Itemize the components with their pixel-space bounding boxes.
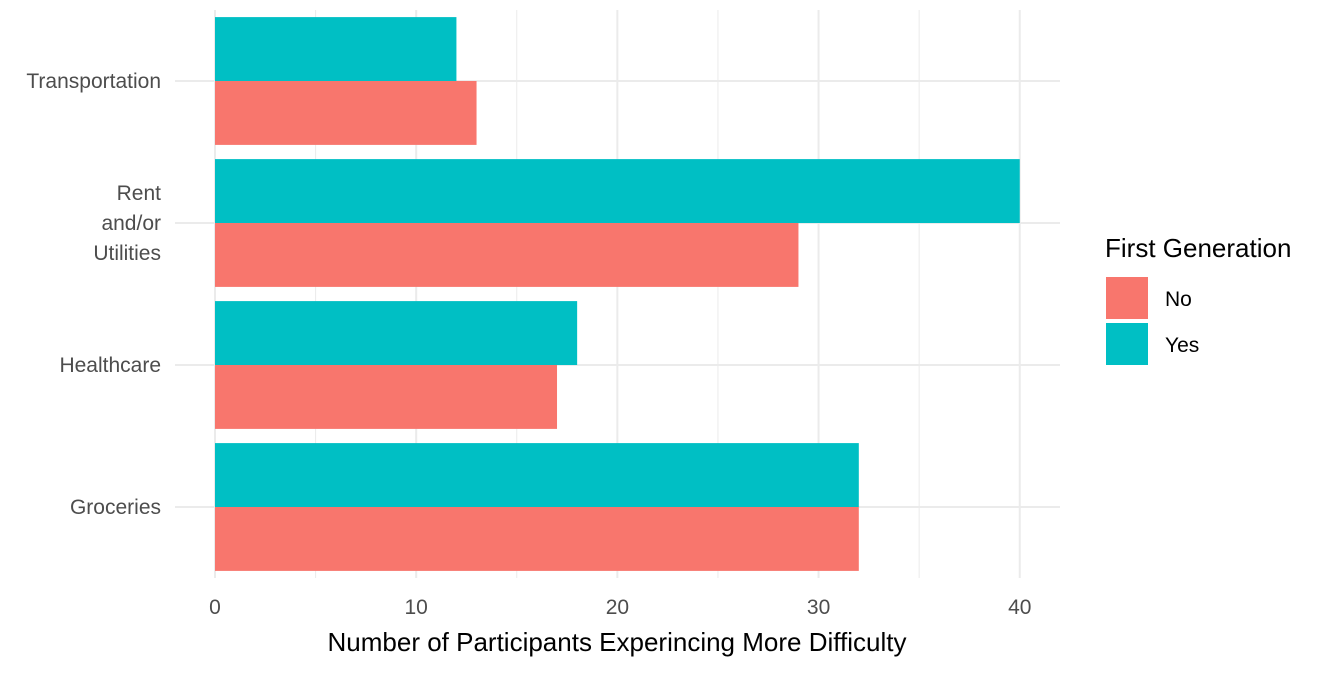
y-tick-label: Rent and/or Utilities: [93, 182, 161, 265]
x-tick-label: 40: [1008, 596, 1031, 619]
legend-swatch-yes: [1106, 323, 1148, 365]
legend: First Generation No Yes: [1105, 233, 1291, 365]
bar-yes: [215, 443, 859, 507]
x-tick-label: 30: [807, 596, 830, 619]
bar-no: [215, 223, 799, 287]
y-tick-label: Transportation: [26, 70, 161, 93]
bar-no: [215, 507, 859, 571]
x-tick-label: 20: [606, 596, 629, 619]
bar-yes: [215, 17, 457, 82]
y-tick-label: Groceries: [70, 496, 161, 519]
bar-yes: [215, 301, 578, 365]
y-tick-label: Healthcare: [59, 354, 161, 377]
legend-label-no: No: [1165, 288, 1192, 311]
x-tick-label: 10: [405, 596, 428, 619]
y-axis-ticks: Groceries Healthcare Rent and/or Utilities Tr…: [26, 70, 161, 519]
legend-title: First Generation: [1105, 233, 1291, 263]
x-tick-label: 0: [209, 596, 221, 619]
bar-no: [215, 365, 558, 429]
x-axis-ticks: 0 10 20 30 40: [209, 596, 1031, 619]
legend-label-yes: Yes: [1165, 334, 1199, 357]
legend-swatch-no: [1106, 277, 1148, 319]
bar-yes: [215, 159, 1020, 223]
bar-no: [215, 81, 477, 145]
legend-items: No Yes: [1106, 277, 1199, 365]
x-axis-title: Number of Participants Experincing More …: [328, 627, 907, 657]
bars: [215, 17, 1020, 571]
